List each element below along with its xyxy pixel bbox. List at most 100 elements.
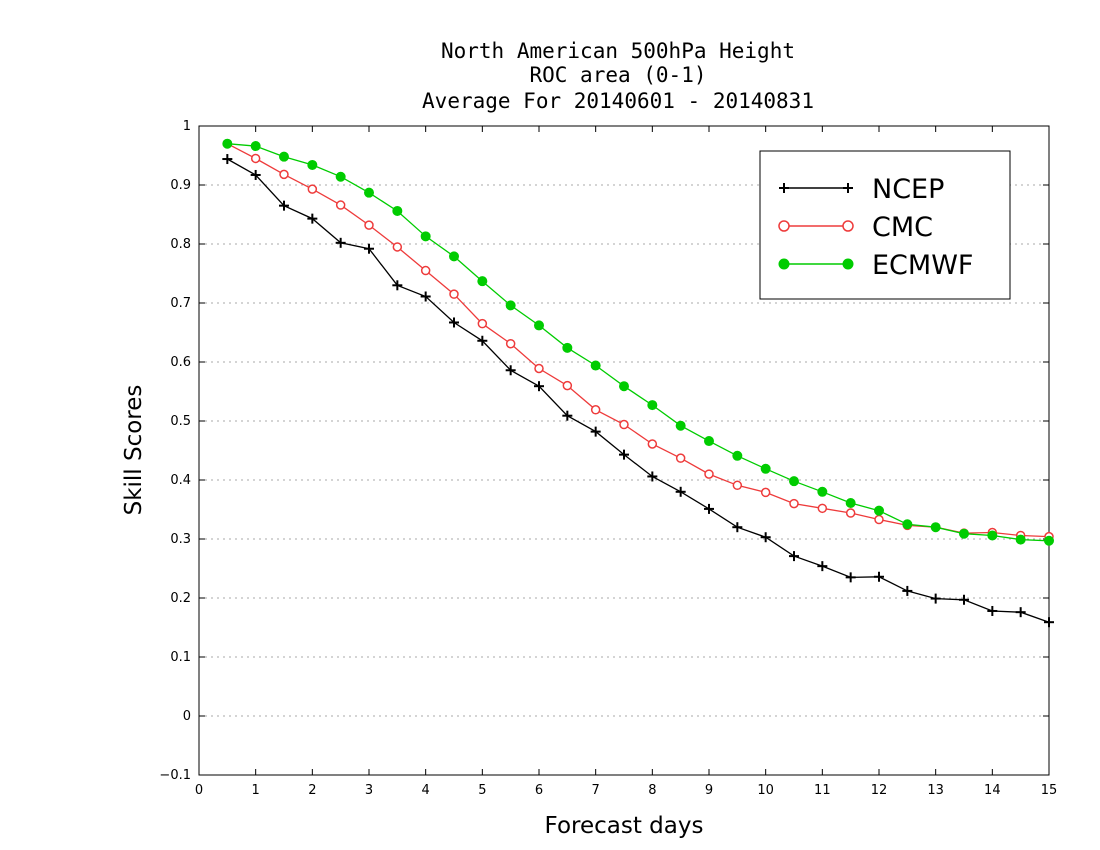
x-tick-label: 15 <box>1041 783 1058 798</box>
data-point <box>279 169 289 180</box>
data-point <box>590 426 601 437</box>
data-point <box>307 213 318 224</box>
data-point <box>902 519 913 530</box>
data-point <box>874 514 884 525</box>
data-point <box>760 532 771 543</box>
y-tick-label: 1 <box>183 119 191 134</box>
data-point <box>675 420 686 431</box>
y-tick-label: 0 <box>183 709 191 724</box>
data-point <box>732 480 743 491</box>
y-tick-label: 0.9 <box>170 178 191 193</box>
data-point <box>930 522 941 533</box>
data-point <box>843 183 853 193</box>
legend-item-ncep: NCEP <box>779 174 944 205</box>
data-point <box>778 220 790 232</box>
data-point <box>505 338 516 349</box>
data-point <box>505 300 516 311</box>
data-point <box>279 200 289 211</box>
series-ncep <box>222 154 1054 628</box>
data-point <box>477 276 488 287</box>
data-point <box>420 291 431 302</box>
data-point <box>789 498 799 509</box>
title-line-2: ROC area (0-1) <box>529 63 706 87</box>
legend-entries: NCEP CMC ECMWF <box>778 174 973 281</box>
x-tick-label: 9 <box>705 783 713 798</box>
data-point <box>392 242 403 252</box>
data-point <box>732 522 743 533</box>
data-point <box>959 594 969 605</box>
x-tick-label: 5 <box>478 783 486 798</box>
x-tick-label: 10 <box>757 783 774 798</box>
data-point <box>987 605 998 616</box>
data-point <box>845 572 856 583</box>
x-tick-label: 3 <box>365 783 373 798</box>
legend-label: NCEP <box>872 174 944 205</box>
data-point <box>704 469 714 479</box>
data-point <box>779 183 789 193</box>
data-point <box>335 237 346 248</box>
x-tick-label: 1 <box>252 783 260 798</box>
data-point <box>534 381 544 392</box>
data-point <box>845 498 856 509</box>
data-point <box>987 530 998 541</box>
data-point <box>1044 617 1054 628</box>
legend-label: ECMWF <box>872 250 973 281</box>
plot-frame <box>198 125 1050 776</box>
title-line-3: Average For 20140601 - 20140831 <box>422 89 814 113</box>
data-point <box>1044 535 1054 546</box>
data-point <box>477 335 488 346</box>
data-point <box>534 363 544 374</box>
data-point <box>842 220 854 232</box>
data-point <box>279 151 289 162</box>
data-point <box>590 405 601 415</box>
data-point <box>420 265 431 276</box>
data-point <box>392 280 403 291</box>
x-tick-label: 4 <box>422 783 430 798</box>
legend-label: CMC <box>872 212 933 243</box>
data-series <box>222 138 1054 628</box>
data-point <box>562 342 573 353</box>
x-tick-label: 11 <box>814 783 831 798</box>
y-tick-label: 0.3 <box>170 532 191 547</box>
data-point <box>619 449 629 460</box>
data-point <box>732 450 743 461</box>
data-point <box>675 453 686 463</box>
x-tick-label: 2 <box>308 783 316 798</box>
data-point <box>222 138 233 149</box>
data-point <box>704 436 714 447</box>
data-point <box>534 320 544 331</box>
y-tick-label: 0.5 <box>170 414 191 429</box>
legend-item-ecmwf: ECMWF <box>778 250 973 281</box>
data-point <box>647 471 658 482</box>
data-point <box>619 419 629 430</box>
x-tick-label: 13 <box>927 783 944 798</box>
series-line <box>226 158 1050 623</box>
x-tick-label: 6 <box>535 783 543 798</box>
data-point <box>789 476 799 487</box>
series-ecmwf <box>222 138 1054 546</box>
data-point <box>505 365 516 376</box>
x-tick-label: 12 <box>871 783 888 798</box>
data-point <box>449 317 459 328</box>
y-tick-label: 0.8 <box>170 237 191 252</box>
y-axis-title: Skill Scores <box>121 385 147 516</box>
data-point <box>250 153 261 164</box>
x-tick-label: 7 <box>592 783 600 798</box>
data-point <box>817 561 828 572</box>
y-tick-label: 0.7 <box>170 296 191 311</box>
data-point <box>222 154 233 165</box>
data-point <box>335 171 346 182</box>
data-point <box>477 318 488 329</box>
chart-title: North American 500hPa Height ROC area (0… <box>422 39 814 113</box>
data-point <box>449 251 459 262</box>
data-point <box>789 551 799 562</box>
data-point <box>704 503 714 514</box>
y-tick-label: 0.6 <box>170 355 191 370</box>
data-point <box>874 505 884 516</box>
data-point <box>590 360 601 371</box>
title-line-1: North American 500hPa Height <box>441 39 795 63</box>
x-axis-ticks: 0 1 2 3 4 5 6 7 8 9 10 11 12 13 14 15 <box>195 126 1057 798</box>
data-point <box>562 380 573 391</box>
data-point <box>250 169 261 180</box>
